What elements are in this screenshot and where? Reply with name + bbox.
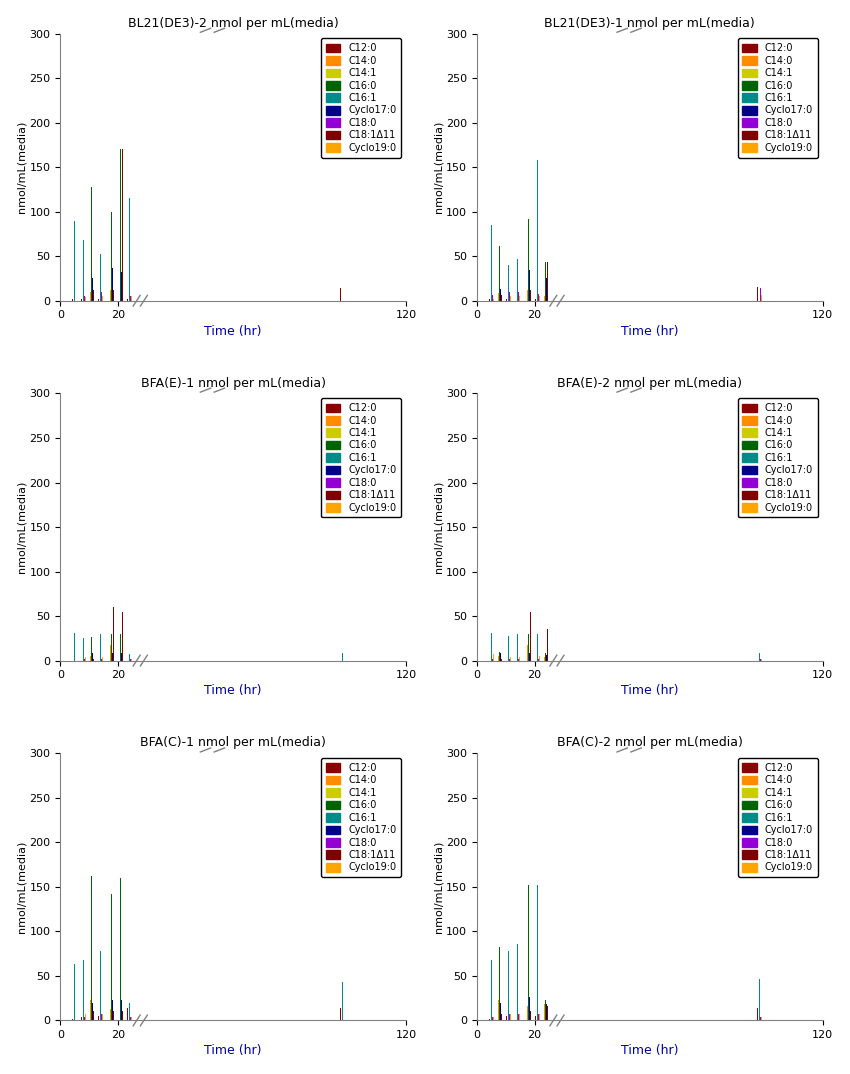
Title: BFA(C)-2 nmol per mL(media): BFA(C)-2 nmol per mL(media) xyxy=(557,737,743,750)
Title: BFA(E)-2 nmol per mL(media): BFA(E)-2 nmol per mL(media) xyxy=(558,377,742,390)
Legend: C12:0, C14:0, C14:1, C16:0, C16:1, Cyclo17:0, C18:0, C18:1Δ11, Cyclo19:0: C12:0, C14:0, C14:1, C16:0, C16:1, Cyclo… xyxy=(738,39,818,158)
Y-axis label: nmol/mL(media): nmol/mL(media) xyxy=(17,841,26,933)
Y-axis label: nmol/mL(media): nmol/mL(media) xyxy=(17,121,26,214)
X-axis label: Time (hr): Time (hr) xyxy=(205,1044,262,1057)
Legend: C12:0, C14:0, C14:1, C16:0, C16:1, Cyclo17:0, C18:0, C18:1Δ11, Cyclo19:0: C12:0, C14:0, C14:1, C16:0, C16:1, Cyclo… xyxy=(321,39,401,158)
Legend: C12:0, C14:0, C14:1, C16:0, C16:1, Cyclo17:0, C18:0, C18:1Δ11, Cyclo19:0: C12:0, C14:0, C14:1, C16:0, C16:1, Cyclo… xyxy=(321,398,401,518)
Title: BL21(DE3)-1 nmol per mL(media): BL21(DE3)-1 nmol per mL(media) xyxy=(545,17,756,30)
Legend: C12:0, C14:0, C14:1, C16:0, C16:1, Cyclo17:0, C18:0, C18:1Δ11, Cyclo19:0: C12:0, C14:0, C14:1, C16:0, C16:1, Cyclo… xyxy=(738,398,818,518)
X-axis label: Time (hr): Time (hr) xyxy=(621,324,678,337)
Legend: C12:0, C14:0, C14:1, C16:0, C16:1, Cyclo17:0, C18:0, C18:1Δ11, Cyclo19:0: C12:0, C14:0, C14:1, C16:0, C16:1, Cyclo… xyxy=(321,758,401,877)
Legend: C12:0, C14:0, C14:1, C16:0, C16:1, Cyclo17:0, C18:0, C18:1Δ11, Cyclo19:0: C12:0, C14:0, C14:1, C16:0, C16:1, Cyclo… xyxy=(738,758,818,877)
Y-axis label: nmol/mL(media): nmol/mL(media) xyxy=(434,121,444,214)
Title: BL21(DE3)-2 nmol per mL(media): BL21(DE3)-2 nmol per mL(media) xyxy=(128,17,338,30)
X-axis label: Time (hr): Time (hr) xyxy=(205,324,262,337)
Title: BFA(E)-1 nmol per mL(media): BFA(E)-1 nmol per mL(media) xyxy=(141,377,326,390)
Y-axis label: nmol/mL(media): nmol/mL(media) xyxy=(17,481,26,574)
Y-axis label: nmol/mL(media): nmol/mL(media) xyxy=(434,481,444,574)
Y-axis label: nmol/mL(media): nmol/mL(media) xyxy=(434,841,444,933)
Title: BFA(C)-1 nmol per mL(media): BFA(C)-1 nmol per mL(media) xyxy=(140,737,326,750)
X-axis label: Time (hr): Time (hr) xyxy=(205,684,262,697)
X-axis label: Time (hr): Time (hr) xyxy=(621,1044,678,1057)
X-axis label: Time (hr): Time (hr) xyxy=(621,684,678,697)
